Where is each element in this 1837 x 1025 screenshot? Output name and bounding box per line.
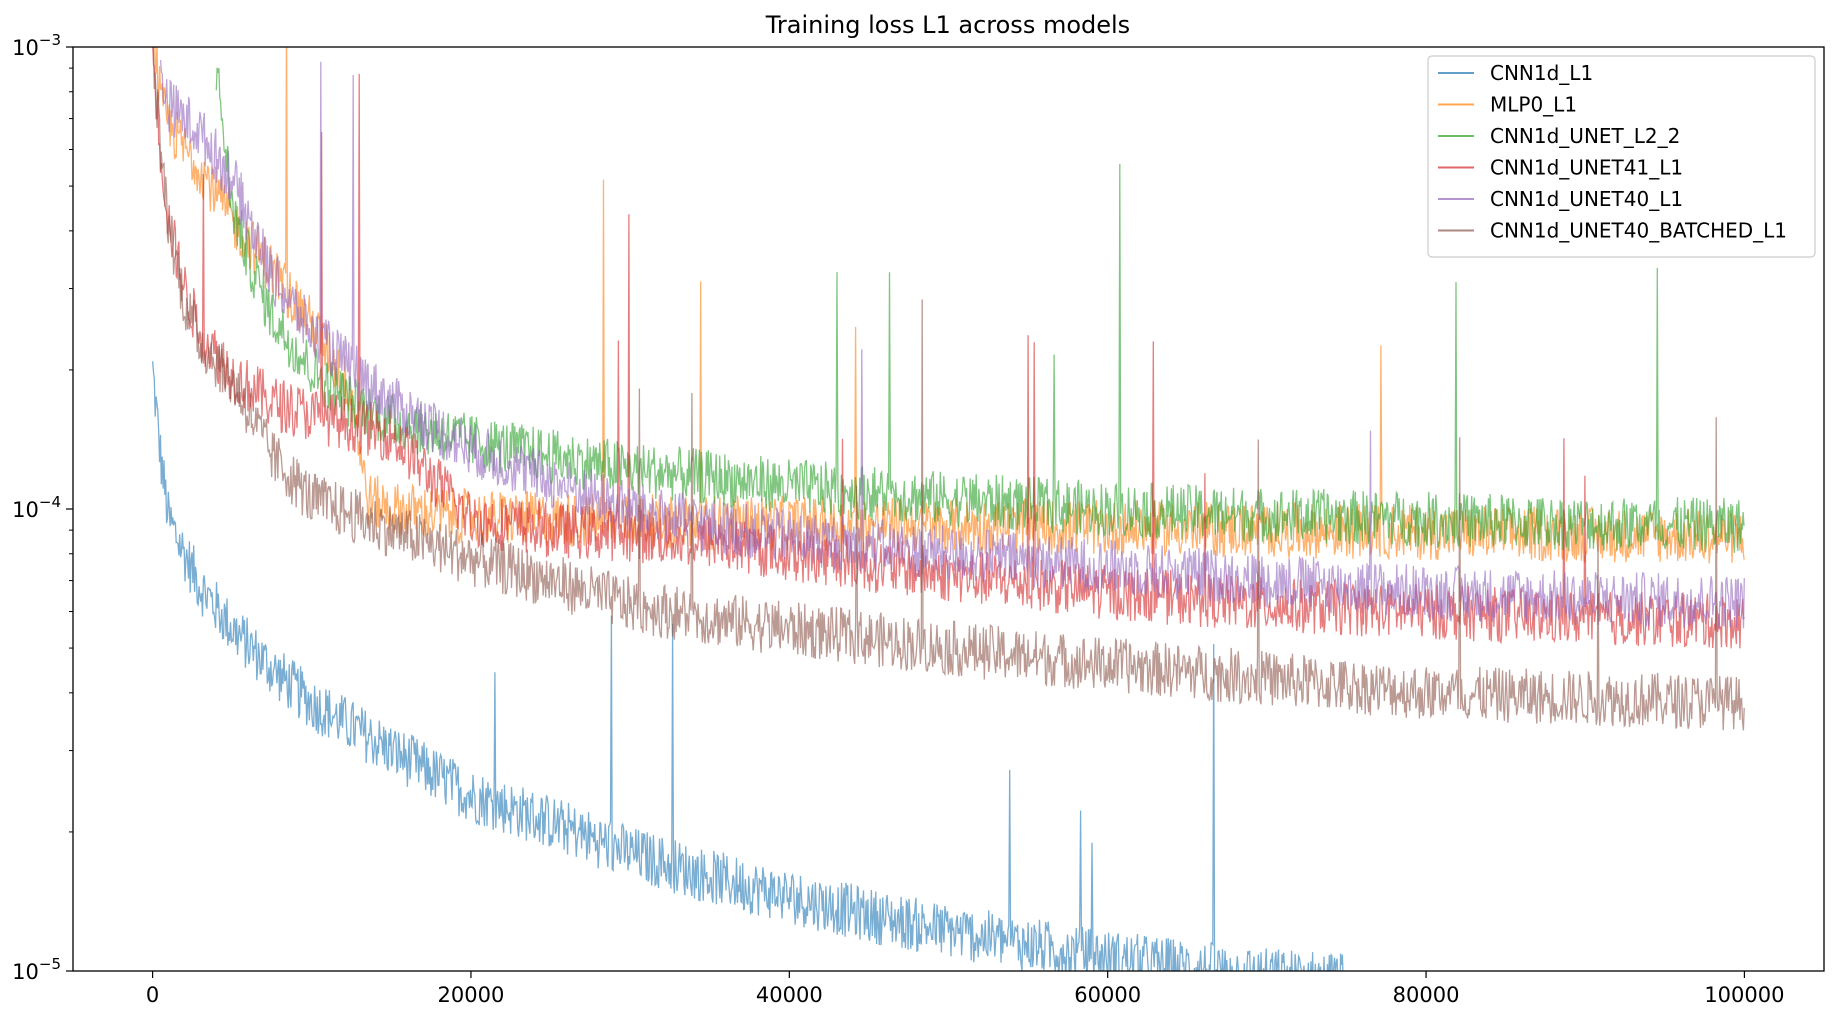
- x-tick-label: 60000: [1074, 983, 1141, 1007]
- x-tick-label: 0: [146, 983, 159, 1007]
- y-tick-label: 10−4: [12, 493, 61, 522]
- legend-label: CNN1d_UNET41_L1: [1490, 156, 1683, 180]
- x-tick-label: 80000: [1393, 983, 1460, 1007]
- series-line-cnn1d-l1: [151, 361, 1344, 971]
- x-tick-label: 20000: [438, 983, 505, 1007]
- y-axis: 10−5 10−4 10−3: [12, 31, 73, 984]
- legend-label: CNN1d_UNET_L2_2: [1490, 124, 1680, 148]
- legend: CNN1d_L1 MLP0_L1 CNN1d_UNET_L2_2 CNN1d_UNET…: [1427, 55, 1816, 258]
- legend-label: MLP0_L1: [1490, 93, 1577, 117]
- series-layer: [151, 47, 1745, 971]
- series-line-mlp0-l1: [154, 47, 1745, 564]
- chart-title: Training loss L1 across models: [765, 11, 1130, 39]
- legend-label: CNN1d_L1: [1490, 61, 1593, 85]
- x-tick-label: 100000: [1704, 983, 1784, 1007]
- series-line-cnn1d-unet40-l1: [159, 59, 1745, 629]
- legend-label: CNN1d_UNET40_L1: [1490, 187, 1683, 211]
- series-line-cnn1d-unet40-batched-l1: [152, 47, 1745, 731]
- x-tick-label: 40000: [756, 983, 823, 1007]
- legend-label: CNN1d_UNET40_BATCHED_L1: [1490, 219, 1787, 243]
- y-tick-label: 10−5: [12, 955, 61, 984]
- legend-box: [1427, 55, 1816, 258]
- y-tick-label: 10−3: [12, 31, 61, 60]
- x-axis: 0 20000 40000 60000 80000 100000: [146, 971, 1784, 1007]
